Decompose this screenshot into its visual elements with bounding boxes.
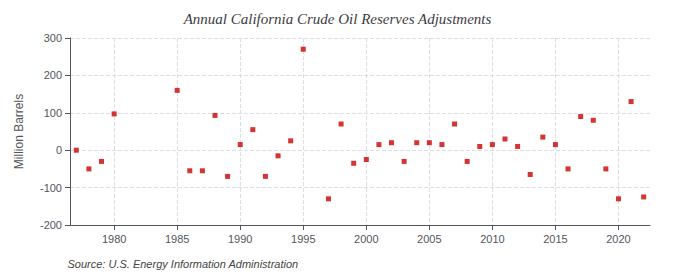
- svg-text:200: 200: [44, 69, 62, 81]
- svg-text:Annual California Crude Oil Re: Annual California Crude Oil Reserves Adj…: [183, 11, 492, 27]
- svg-text:Source: U.S. Energy Informatio: Source: U.S. Energy Information Administ…: [68, 258, 299, 270]
- svg-text:2005: 2005: [417, 233, 441, 245]
- svg-text:1995: 1995: [291, 233, 315, 245]
- svg-text:-200: -200: [40, 219, 62, 231]
- svg-text:300: 300: [44, 32, 62, 44]
- svg-text:2000: 2000: [354, 233, 378, 245]
- svg-text:1985: 1985: [165, 233, 189, 245]
- svg-text:2010: 2010: [480, 233, 504, 245]
- svg-text:Million Barrels: Million Barrels: [12, 94, 26, 169]
- svg-text:1980: 1980: [102, 233, 126, 245]
- svg-text:2020: 2020: [606, 233, 630, 245]
- svg-text:1990: 1990: [228, 233, 252, 245]
- svg-text:0: 0: [56, 144, 62, 156]
- svg-text:-100: -100: [40, 182, 62, 194]
- svg-text:100: 100: [44, 107, 62, 119]
- svg-text:2015: 2015: [543, 233, 567, 245]
